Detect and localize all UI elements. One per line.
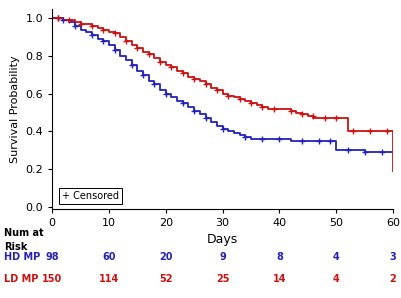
- Text: LD MP: LD MP: [4, 274, 38, 284]
- Text: 25: 25: [216, 274, 229, 284]
- Text: 3: 3: [390, 252, 396, 262]
- Text: 150: 150: [42, 274, 62, 284]
- Text: 4: 4: [333, 274, 340, 284]
- Text: 20: 20: [159, 252, 172, 262]
- Text: Num at
Risk: Num at Risk: [4, 228, 44, 252]
- Text: 2: 2: [390, 274, 396, 284]
- Text: 9: 9: [219, 252, 226, 262]
- Text: HD MP: HD MP: [4, 252, 40, 262]
- Text: 8: 8: [276, 252, 283, 262]
- Text: 114: 114: [99, 274, 119, 284]
- Text: 52: 52: [159, 274, 172, 284]
- Text: 60: 60: [102, 252, 115, 262]
- Y-axis label: Survival Probability: Survival Probability: [10, 55, 20, 163]
- Text: 4: 4: [333, 252, 340, 262]
- Text: + Censored: + Censored: [63, 191, 119, 201]
- Text: 98: 98: [45, 252, 59, 262]
- X-axis label: Days: Days: [207, 233, 238, 246]
- Text: 14: 14: [273, 274, 286, 284]
